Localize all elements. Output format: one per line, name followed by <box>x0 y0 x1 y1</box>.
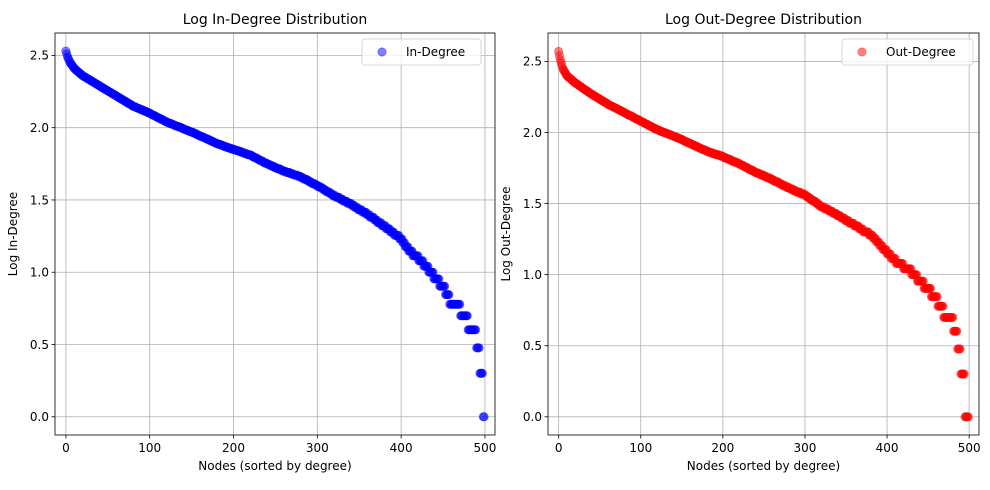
y-tick-label: 0.0 <box>523 410 542 424</box>
y-tick-label: 2.0 <box>523 126 542 140</box>
data-point <box>471 325 481 335</box>
data-point <box>479 412 489 422</box>
y-tick-label: 1.0 <box>523 268 542 282</box>
data-point <box>455 299 465 309</box>
data-points <box>61 46 489 422</box>
y-tick-label: 1.0 <box>30 266 49 280</box>
legend-box <box>361 38 482 66</box>
y-tick-label: 2.5 <box>523 55 542 69</box>
data-point <box>474 343 484 353</box>
x-tick-label: 200 <box>222 441 245 455</box>
y-tick-label: 0.5 <box>30 338 49 352</box>
plot-frame <box>547 32 980 436</box>
y-tick-label: 1.5 <box>523 197 542 211</box>
chart-panel-2: 0 100 200 300 400 500 0.0 0.5 1.0 1.5 2.0 2.5 Log Ou… <box>499 12 981 473</box>
data-point <box>462 311 472 321</box>
data-point <box>963 412 973 422</box>
x-tick-label: 500 <box>958 441 981 455</box>
data-point <box>952 326 962 336</box>
x-axis-label: Nodes (sorted by degree) <box>687 459 840 473</box>
legend: In-Degree <box>361 38 482 66</box>
y-tick-label: 0.5 <box>523 339 542 353</box>
x-tick-label: 300 <box>306 441 329 455</box>
y-tick-label: 0.0 <box>30 410 49 424</box>
x-tick-label: 500 <box>473 441 496 455</box>
data-point <box>440 281 450 291</box>
data-points <box>554 46 973 422</box>
x-tick-label: 200 <box>711 441 734 455</box>
data-point <box>955 344 965 354</box>
data-point <box>948 312 958 322</box>
legend-label: In-Degree <box>406 45 465 59</box>
y-axis-label: Log Out-Degree <box>499 186 513 281</box>
plot-frame <box>54 32 496 436</box>
data-point <box>959 369 969 379</box>
y-tick-label: 1.5 <box>30 193 49 207</box>
gridlines <box>55 33 495 435</box>
chart-title: Log In-Degree Distribution <box>183 12 368 28</box>
data-point <box>926 283 936 293</box>
legend-label: Out-Degree <box>886 45 956 59</box>
x-tick-label: 400 <box>390 441 413 455</box>
legend-marker <box>377 47 387 57</box>
y-axis-label: Log In-Degree <box>6 192 20 276</box>
x-tick-label: 100 <box>629 441 652 455</box>
legend: Out-Degree <box>841 38 974 66</box>
gridlines <box>548 33 979 435</box>
x-tick-label: 400 <box>876 441 899 455</box>
data-point <box>444 290 454 300</box>
x-tick-label: 100 <box>138 441 161 455</box>
y-tick-label: 2.0 <box>30 121 49 135</box>
x-tick-label: 0 <box>62 441 70 455</box>
x-tick-label: 0 <box>555 441 563 455</box>
data-point <box>477 368 487 378</box>
x-axis-label: Nodes (sorted by degree) <box>198 459 351 473</box>
legend-box <box>841 38 974 66</box>
data-point <box>938 301 948 311</box>
chart-panel-1: 0 100 200 300 400 500 0.0 0.5 1.0 1.5 2.0 2.5 Log In… <box>6 12 496 473</box>
data-point <box>932 292 942 302</box>
x-tick-label: 300 <box>794 441 817 455</box>
y-tick-label: 2.5 <box>30 49 49 63</box>
legend-marker <box>857 47 867 57</box>
chart-title: Log Out-Degree Distribution <box>665 12 862 28</box>
